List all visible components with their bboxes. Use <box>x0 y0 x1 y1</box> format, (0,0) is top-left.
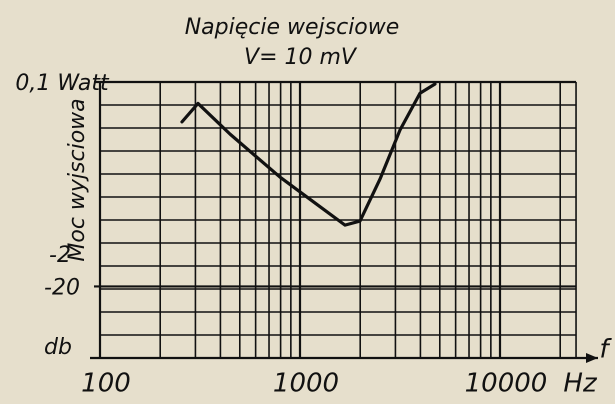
x-axis-label: f <box>599 335 612 365</box>
chart-title: Napięcie wejsciowe <box>185 15 400 40</box>
y-tick-label: -20 <box>44 275 80 300</box>
x-tick-label: 100 <box>81 369 131 399</box>
response-curve <box>180 82 437 227</box>
annotation: -2 <box>49 243 71 268</box>
x-axis-arrow <box>586 353 598 363</box>
y-tick-label: 0,1 Watt <box>15 71 110 96</box>
y-unit: db <box>44 335 72 360</box>
x-tick-label: 10000 <box>465 369 548 399</box>
x-unit: Hz <box>563 369 598 399</box>
y-axis-label: Moc wyjsciowa <box>65 98 90 261</box>
x-tick-label: 1000 <box>273 369 339 399</box>
chart-subtitle: V= 10 mV <box>244 45 358 70</box>
